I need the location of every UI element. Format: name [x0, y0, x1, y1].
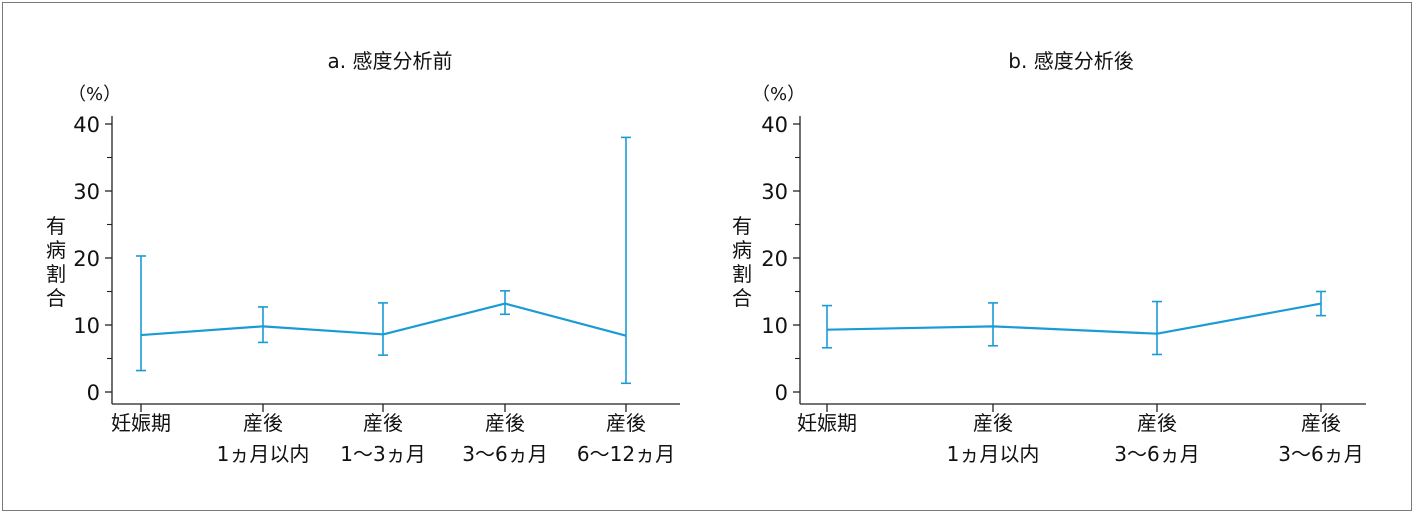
panel-b-y-unit: （%） — [752, 84, 805, 105]
y-axis-label-char: 割 — [46, 262, 66, 286]
y-axis-label-char: 病 — [46, 238, 66, 262]
x-tick-label: 1ヵ月以内 — [947, 442, 1040, 466]
y-axis-label-char: 有 — [732, 214, 752, 238]
x-tick-label: 産後 — [485, 411, 525, 435]
y-tick-label: 20 — [761, 247, 788, 271]
y-axis-label-char: 病 — [732, 238, 752, 262]
y-tick-label: 0 — [87, 381, 100, 405]
x-tick-label: 1〜3ヵ月 — [340, 442, 425, 466]
x-tick-label: 産後 — [606, 411, 646, 435]
x-tick-label: 1ヵ月以内 — [217, 442, 310, 466]
panel-a: a. 感度分析前 （%） — [68, 49, 452, 105]
x-tick-label: 産後 — [973, 411, 1013, 435]
x-tick-label: 3〜6ヵ月 — [1278, 442, 1363, 466]
x-tick-label: 6〜12ヵ月 — [577, 442, 675, 466]
panel-a-title: a. 感度分析前 — [328, 49, 453, 73]
series-line — [826, 302, 1322, 335]
series-line — [140, 302, 627, 337]
y-tick-label: 40 — [73, 113, 100, 137]
y-tick-label: 20 — [73, 247, 100, 271]
x-tick-label: 3〜6ヵ月 — [1114, 442, 1199, 466]
x-tick-label: 産後 — [1137, 411, 1177, 435]
y-tick-label: 40 — [761, 113, 788, 137]
y-axis-label-char: 割 — [732, 262, 752, 286]
panel-b-title: b. 感度分析後 — [1008, 49, 1133, 73]
panel-a-y-unit: （%） — [68, 84, 121, 105]
x-tick-label: 妊娠期 — [797, 411, 857, 435]
y-axis-label-char: 有 — [46, 214, 66, 238]
panel-b: b. 感度分析後 （%） — [752, 49, 1134, 105]
y-tick-label: 10 — [73, 314, 100, 338]
x-tick-label: 3〜6ヵ月 — [462, 442, 547, 466]
y-tick-label: 30 — [73, 180, 100, 204]
y-tick-label: 10 — [761, 314, 788, 338]
x-tick-label: 産後 — [1301, 411, 1341, 435]
y-axis-label-char: 合 — [46, 286, 66, 310]
y-tick-label: 0 — [775, 381, 788, 405]
x-tick-label: 妊娠期 — [111, 411, 171, 435]
x-tick-label: 産後 — [363, 411, 403, 435]
y-axis-label-char: 合 — [732, 286, 752, 310]
x-tick-label: 産後 — [243, 411, 283, 435]
y-tick-label: 30 — [761, 180, 788, 204]
